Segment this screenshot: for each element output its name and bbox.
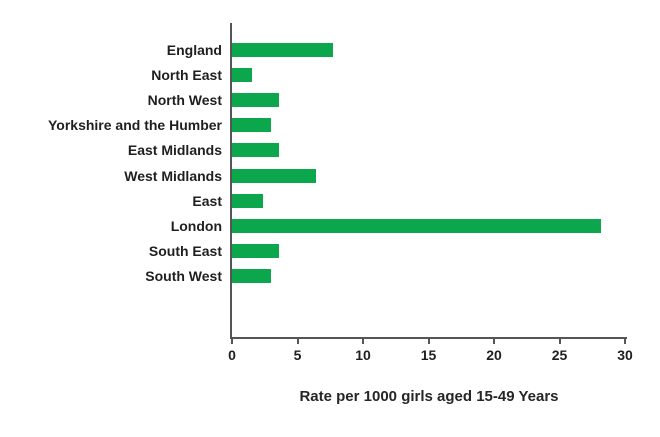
bar xyxy=(232,243,280,258)
x-tick xyxy=(558,339,561,344)
x-tick-label: 5 xyxy=(293,347,302,363)
bar xyxy=(232,68,252,83)
category-label: South West xyxy=(145,267,222,284)
category-label: London xyxy=(170,217,222,234)
category-label: North East xyxy=(151,67,222,84)
bar xyxy=(232,193,264,208)
x-tick-label: 15 xyxy=(420,347,437,363)
category-label: East xyxy=(192,192,222,209)
x-tick-label: 20 xyxy=(486,347,502,363)
x-tick xyxy=(296,339,299,344)
x-tick-label: 30 xyxy=(617,347,633,363)
x-tick-label: 25 xyxy=(551,347,568,363)
x-tick-label: 0 xyxy=(228,347,236,363)
x-axis-title: Rate per 1000 girls aged 15-49 Years xyxy=(299,388,559,405)
bar xyxy=(232,143,280,158)
x-tick-label: 10 xyxy=(355,347,371,363)
x-tick xyxy=(427,339,430,344)
category-label: South East xyxy=(148,242,222,259)
x-tick xyxy=(624,339,626,344)
bar xyxy=(232,268,272,283)
category-label: North West xyxy=(147,92,222,109)
x-tick xyxy=(231,339,233,344)
y-axis-line xyxy=(230,23,232,339)
category-label: England xyxy=(166,42,222,58)
category-label: East Midlands xyxy=(127,142,222,159)
category-label: West Midlands xyxy=(124,167,222,184)
category-label: Yorkshire and the Humber xyxy=(47,117,222,134)
x-tick xyxy=(362,339,364,344)
x-axis-line xyxy=(230,337,627,339)
bar xyxy=(232,168,316,183)
x-tick xyxy=(493,339,495,344)
bar xyxy=(232,93,280,108)
bar xyxy=(232,43,333,57)
bar xyxy=(232,218,602,233)
bar xyxy=(232,118,272,133)
